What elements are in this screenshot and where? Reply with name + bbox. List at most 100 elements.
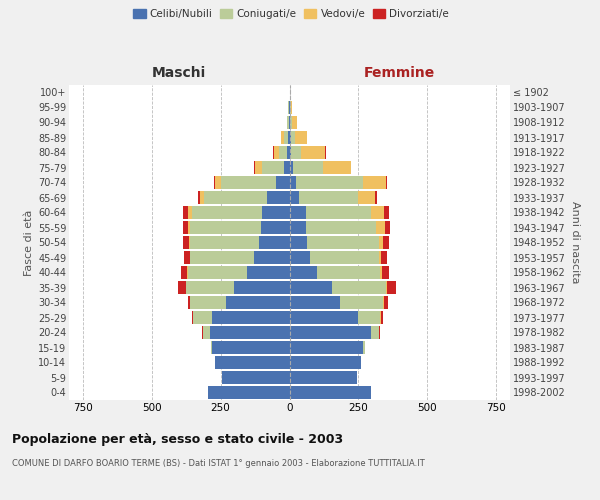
Bar	[208, 386, 290, 398]
Text: COMUNE DI DARFO BOARIO TERME (BS) - Dati ISTAT 1° gennaio 2003 - Elaborazione TU: COMUNE DI DARFO BOARIO TERME (BS) - Dati…	[12, 459, 425, 468]
Bar	[371, 206, 384, 218]
Bar	[317, 266, 380, 278]
Bar	[290, 386, 371, 398]
Bar	[183, 222, 188, 234]
Text: Femmine: Femmine	[364, 66, 436, 80]
Bar	[362, 342, 365, 353]
Bar	[291, 132, 295, 143]
Bar	[387, 282, 397, 294]
Bar	[262, 206, 290, 218]
Bar	[290, 146, 291, 158]
Bar	[358, 312, 380, 324]
Bar	[288, 132, 290, 143]
Bar	[310, 252, 379, 264]
Bar	[385, 222, 389, 234]
Bar	[306, 222, 376, 234]
Y-axis label: Fasce di età: Fasce di età	[23, 210, 34, 276]
Bar	[290, 176, 296, 188]
Bar	[290, 102, 292, 114]
Bar	[212, 342, 290, 353]
Bar	[295, 132, 307, 143]
Bar	[191, 206, 262, 218]
Bar	[188, 266, 247, 278]
Bar	[268, 192, 290, 203]
Bar	[290, 356, 361, 368]
Bar	[386, 176, 387, 188]
Bar	[181, 266, 187, 278]
Bar	[178, 282, 186, 294]
Bar	[290, 206, 306, 218]
Text: Popolazione per età, sesso e stato civile - 2003: Popolazione per età, sesso e stato civil…	[12, 432, 343, 446]
Bar	[214, 176, 215, 188]
Bar	[184, 252, 190, 264]
Bar	[290, 162, 293, 173]
Bar	[384, 296, 388, 308]
Bar	[215, 176, 221, 188]
Bar	[186, 282, 235, 294]
Bar	[183, 236, 189, 248]
Bar	[358, 192, 375, 203]
Bar	[289, 116, 290, 128]
Bar	[260, 222, 290, 234]
Bar	[323, 162, 350, 173]
Bar	[296, 176, 362, 188]
Bar	[274, 146, 279, 158]
Bar	[188, 222, 190, 234]
Bar	[386, 282, 387, 294]
Bar	[190, 236, 259, 248]
Bar	[384, 206, 389, 218]
Bar	[290, 192, 299, 203]
Bar	[379, 236, 383, 248]
Bar	[279, 146, 287, 158]
Bar	[291, 146, 301, 158]
Bar	[376, 222, 385, 234]
Bar	[290, 222, 306, 234]
Bar	[200, 192, 204, 203]
Bar	[226, 296, 290, 308]
Bar	[292, 116, 297, 128]
Bar	[301, 146, 325, 158]
Bar	[290, 266, 317, 278]
Bar	[290, 236, 307, 248]
Bar	[381, 252, 387, 264]
Bar	[380, 266, 382, 278]
Bar	[190, 222, 260, 234]
Bar	[299, 192, 358, 203]
Bar	[284, 162, 290, 173]
Bar	[190, 252, 254, 264]
Bar	[290, 312, 358, 324]
Bar	[247, 266, 290, 278]
Bar	[287, 116, 289, 128]
Bar	[332, 282, 386, 294]
Bar	[375, 192, 377, 203]
Bar	[284, 132, 288, 143]
Bar	[204, 192, 268, 203]
Bar	[381, 312, 383, 324]
Legend: Celibi/Nubili, Coniugati/e, Vedovi/e, Divorziati/e: Celibi/Nubili, Coniugati/e, Vedovi/e, Di…	[129, 5, 453, 24]
Bar	[306, 206, 371, 218]
Bar	[383, 236, 389, 248]
Bar	[188, 296, 190, 308]
Bar	[212, 312, 290, 324]
Bar	[215, 356, 290, 368]
Bar	[340, 296, 383, 308]
Bar	[209, 326, 290, 338]
Bar	[255, 162, 262, 173]
Bar	[184, 206, 188, 218]
Bar	[290, 372, 357, 384]
Bar	[192, 312, 193, 324]
Bar	[198, 192, 200, 203]
Bar	[307, 236, 379, 248]
Bar	[362, 176, 386, 188]
Bar	[203, 326, 209, 338]
Bar	[382, 266, 389, 278]
Bar	[290, 326, 371, 338]
Y-axis label: Anni di nascita: Anni di nascita	[569, 201, 580, 284]
Text: Maschi: Maschi	[152, 66, 206, 80]
Bar	[290, 252, 310, 264]
Bar	[188, 206, 191, 218]
Bar	[259, 236, 290, 248]
Bar	[290, 116, 292, 128]
Bar	[254, 252, 290, 264]
Bar	[290, 296, 340, 308]
